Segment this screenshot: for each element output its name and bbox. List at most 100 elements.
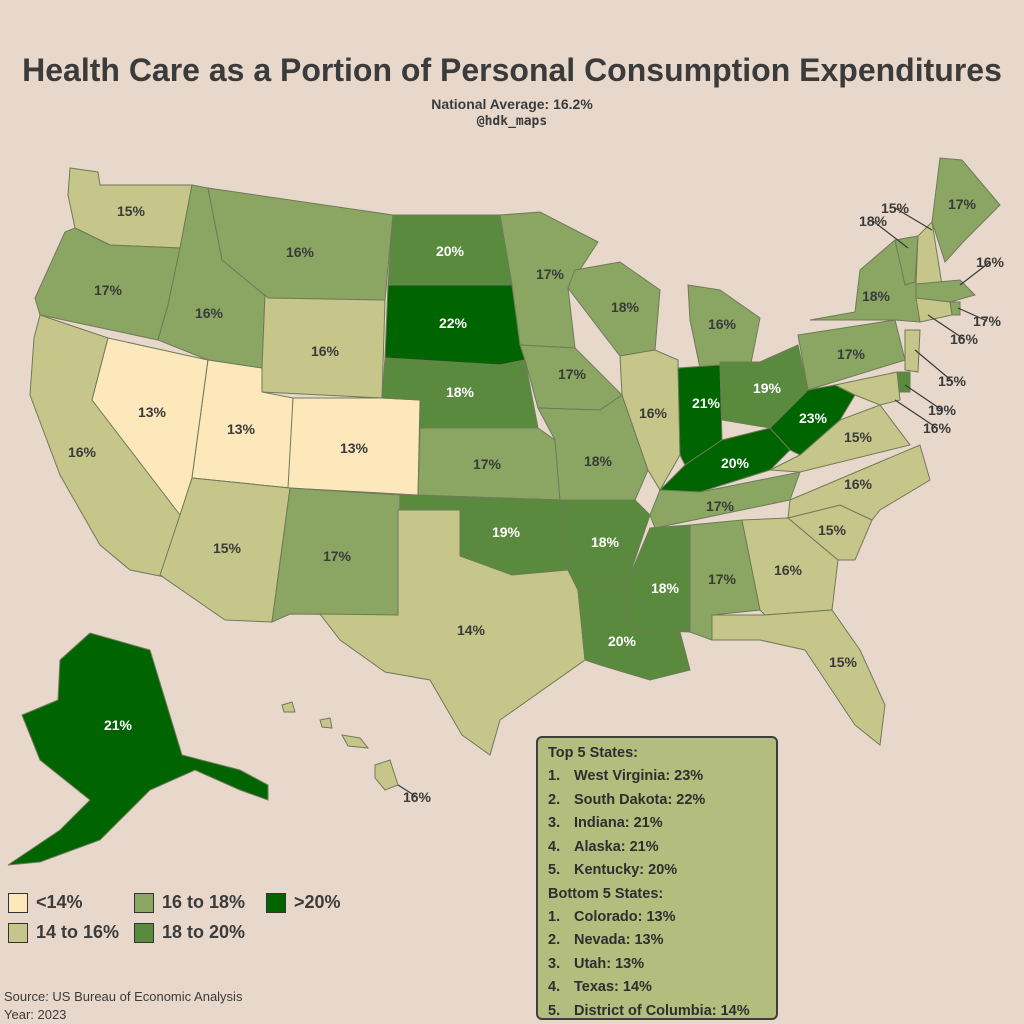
state-label-arkansas: 18% [591, 534, 620, 550]
leader-lines [397, 207, 991, 798]
state-label-kentucky: 20% [721, 455, 750, 471]
legend: <14% 14 to 16% 16 to 18% 18 to 20% >20% [8, 892, 388, 952]
state-label-new-hampshire: 15% [881, 200, 910, 216]
bottom5-heading: Bottom 5 States: [548, 885, 664, 902]
rank-number: 4. [548, 838, 561, 855]
rank-text: West Virginia: 23% [574, 768, 704, 784]
list-item: 2. Nevada: 13% [548, 929, 766, 953]
state-label-maryland: 16% [923, 420, 952, 436]
state-label-missouri: 18% [584, 453, 613, 469]
list-item: 1. West Virginia: 23% [548, 765, 766, 789]
state-missouri [537, 394, 649, 501]
state-label-texas: 14% [457, 622, 486, 638]
legend-swatch [134, 892, 154, 913]
leader-line-massachusetts [959, 261, 991, 286]
state-label-rhode-island: 17% [973, 313, 1002, 329]
state-label-wisconsin: 18% [611, 299, 640, 315]
state-label-new-mexico: 17% [323, 548, 352, 564]
state-label-west-virginia: 23% [799, 410, 828, 426]
legend-swatch [8, 922, 28, 943]
rank-number: 5. [548, 1002, 561, 1019]
rank-text: Colorado: 13% [574, 908, 676, 925]
state-label-delaware: 19% [928, 402, 957, 418]
list-item: 4. Texas: 14% [548, 976, 766, 1000]
rank-text: South Dakota: 22% [574, 791, 706, 808]
state-label-alaska: 21% [104, 717, 133, 733]
state-label-idaho: 16% [195, 305, 224, 321]
state-minnesota [499, 211, 599, 349]
leader-line-connecticut [927, 314, 965, 340]
state-label-michigan: 16% [708, 316, 737, 332]
state-north-carolina [787, 444, 931, 521]
leader-line-new-hampshire [894, 207, 933, 231]
state-hawaii [374, 759, 399, 791]
rank-text: Texas: 14% [574, 979, 652, 995]
legend-item-16to18: 16 to 18% [134, 892, 245, 913]
source-text: Source: US Bureau of Economic Analysis [4, 989, 243, 1004]
state-label-utah: 13% [227, 421, 256, 437]
state-label-mississippi: 18% [651, 580, 680, 596]
state-label-pennsylvania: 17% [837, 346, 866, 362]
state-label-vermont: 18% [859, 213, 888, 229]
state-label-wyoming: 16% [311, 343, 340, 359]
state-label-washington: 15% [117, 203, 146, 219]
legend-label: <14% [36, 892, 83, 912]
list-item: 5. Kentucky: 20% [548, 859, 766, 883]
leader-line-new-jersey [914, 349, 953, 382]
state-label-colorado: 13% [340, 440, 369, 456]
state-alaska [7, 632, 269, 866]
state-illinois [619, 349, 681, 491]
state-texas [318, 509, 586, 756]
state-label-nevada: 13% [138, 404, 167, 420]
legend-swatch [134, 922, 154, 943]
legend-item-14to16: 14 to 16% [8, 922, 119, 943]
state-connecticut [915, 297, 953, 323]
state-massachusetts [915, 279, 976, 303]
legend-swatch [8, 892, 28, 913]
state-label-arizona: 15% [213, 540, 242, 556]
legend-label: 18 to 20% [162, 922, 246, 942]
state-label-north-dakota: 20% [436, 243, 465, 259]
state-vermont [894, 235, 919, 286]
state-label-montana: 16% [286, 244, 315, 260]
legend-label: 14 to 16% [36, 922, 120, 942]
state-label-florida: 15% [829, 654, 858, 670]
state-label-nebraska: 18% [446, 384, 475, 400]
list-item: 3. Indiana: 21% [548, 812, 766, 836]
legend-item-lt14: <14% [8, 892, 83, 913]
rank-number: 3. [548, 955, 561, 972]
rank-number: 2. [548, 791, 561, 808]
state-label-hawaii: 16% [403, 789, 432, 805]
state-label-south-dakota: 22% [439, 315, 468, 331]
rankings-box: Top 5 States: 1. West Virginia: 23% 2. Sou… [536, 736, 778, 1020]
state-label-tennessee: 17% [706, 498, 735, 514]
state-label-massachusetts: 16% [976, 254, 1005, 270]
top5-heading: Top 5 States: [548, 745, 638, 761]
state-label-oklahoma: 19% [492, 524, 521, 540]
list-item: 4. Alaska: 21% [548, 836, 766, 860]
state-label-oregon: 17% [94, 282, 123, 298]
state-label-louisiana: 20% [608, 633, 637, 649]
legend-swatch [266, 892, 286, 913]
rank-text: Indiana: 21% [574, 815, 663, 831]
source-note: Source: US Bureau of Economic Analysis Y… [4, 988, 242, 1024]
rank-number: 2. [548, 932, 561, 948]
legend-item-18to20: 18 to 20% [134, 922, 245, 943]
state-label-california: 16% [68, 444, 97, 460]
leader-line-hawaii [397, 784, 418, 798]
legend-label: >20% [294, 892, 341, 912]
rank-number: 1. [548, 768, 561, 784]
state-florida [711, 609, 886, 746]
leader-line-vermont [872, 220, 909, 249]
hawaii-island [341, 734, 370, 749]
rank-number: 5. [548, 862, 561, 878]
state-label-new-york: 18% [862, 288, 891, 304]
national-average: National Average: 16.2% [431, 96, 593, 112]
state-shapes [7, 157, 1001, 866]
state-label-minnesota: 17% [536, 266, 565, 282]
rank-text: Kentucky: 20% [574, 862, 678, 878]
rank-number: 3. [548, 815, 561, 831]
author-handle: @hdk_maps [476, 114, 548, 129]
legend-item-gt20: >20% [266, 892, 341, 913]
